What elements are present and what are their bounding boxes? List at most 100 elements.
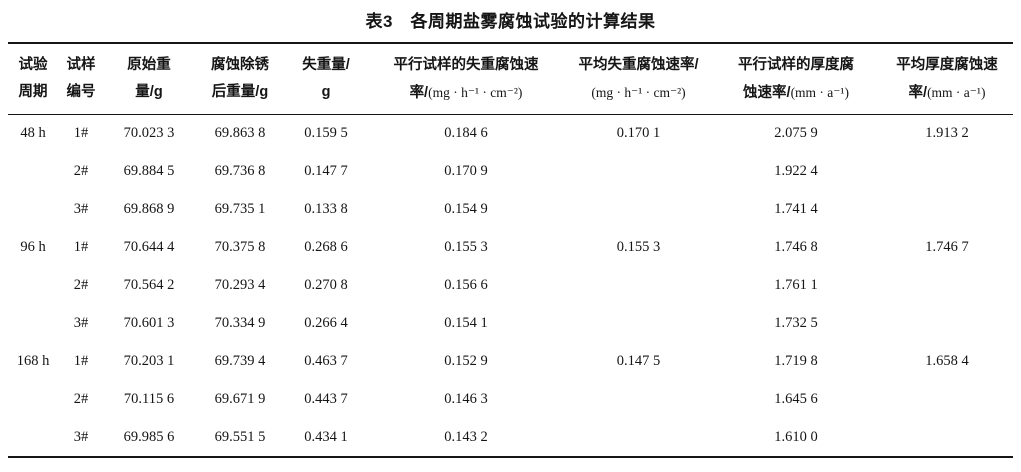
column-header-average-thickness-corrosion-rate: 平均厚度腐蚀速 率/(mm · a⁻¹) [881, 43, 1013, 115]
cell-test-period [8, 419, 58, 457]
cell-weight-loss: 0.133 8 [304, 201, 348, 217]
cell-parallel-thickness-corrosion-rate: 1.922 4 [774, 163, 818, 179]
cell-parallel-weight-loss-corrosion-rate: 0.184 6 [444, 125, 488, 142]
cell-average-thickness-corrosion-rate [881, 191, 1013, 229]
cell-sample-number: 3# [73, 201, 89, 217]
table-row: 48 h 1# 70.023 3 69.863 8 0.159 5 0.184 … [8, 115, 1013, 153]
cell-parallel-thickness-corrosion-rate: 1.719 8 [774, 353, 818, 369]
header-line: 平行试样的失重腐蚀速 [393, 56, 539, 73]
cell-parallel-weight-loss-corrosion-rate: 0.156 6 [444, 277, 488, 293]
cell-parallel-weight-loss-corrosion-rate: 0.152 9 [444, 353, 488, 369]
cell-test-period [8, 305, 58, 343]
header-line: 腐蚀除锈 [211, 57, 269, 73]
cell-test-period [8, 381, 58, 419]
cell-original-weight: 70.564 2 [123, 277, 175, 293]
header-unit: (mg · h⁻¹ · cm⁻²) [591, 85, 686, 100]
cell-original-weight: 69.985 6 [123, 428, 175, 445]
cell-sample-number: 1# [73, 353, 89, 369]
cell-test-period [8, 267, 58, 305]
cell-original-weight: 69.868 9 [123, 201, 175, 217]
cell-weight-loss: 0.443 7 [304, 391, 348, 407]
header-line: (mg · h⁻¹ · cm⁻²) [566, 79, 711, 106]
cell-average-thickness-corrosion-rate [881, 267, 1013, 305]
cell-weight-after-rust-removal: 70.334 9 [214, 315, 266, 331]
cell-parallel-thickness-corrosion-rate: 1.732 5 [774, 315, 818, 331]
header-line: 编号 [66, 84, 96, 100]
cell-test-period: 48 h [20, 125, 46, 142]
cell-sample-number: 2# [73, 391, 89, 407]
cell-weight-loss: 0.434 1 [304, 428, 348, 445]
header-line: 率/(mm · a⁻¹) [881, 79, 1013, 107]
header-unit: (mg · h⁻¹ · cm⁻²) [428, 84, 523, 100]
header-row: 试验 周期 试样 编号 原始重 量/g 腐蚀除锈 后重量/g 失重量/ g [8, 43, 1013, 115]
results-table: 试验 周期 试样 编号 原始重 量/g 腐蚀除锈 后重量/g 失重量/ g [8, 42, 1013, 458]
column-header-parallel-thickness-corrosion-rate: 平行试样的厚度腐 蚀速率/(mm · a⁻¹) [711, 43, 881, 115]
table-body: 48 h 1# 70.023 3 69.863 8 0.159 5 0.184 … [8, 115, 1013, 457]
cell-parallel-weight-loss-corrosion-rate: 0.154 9 [444, 201, 488, 217]
cell-sample-number: 2# [73, 163, 89, 179]
cell-parallel-weight-loss-corrosion-rate: 0.154 1 [444, 315, 488, 331]
cell-average-weight-loss-corrosion-rate [566, 419, 711, 457]
cell-sample-number: 1# [73, 125, 89, 142]
header-line: 失重量/ [302, 57, 350, 73]
column-header-weight-loss: 失重量/ g [286, 43, 366, 115]
header-unit: (mm · a⁻¹) [790, 84, 849, 100]
cell-test-period: 168 h [16, 353, 50, 369]
header-line: 量/g [135, 84, 163, 100]
table-row: 96 h 1# 70.644 4 70.375 8 0.268 6 0.155 … [8, 229, 1013, 267]
cell-average-thickness-corrosion-rate: 1.913 2 [925, 125, 969, 142]
header-line: 平行试样的厚度腐 [738, 56, 854, 73]
cell-weight-after-rust-removal: 69.739 4 [214, 353, 266, 369]
cell-parallel-weight-loss-corrosion-rate: 0.143 2 [444, 428, 488, 445]
cell-parallel-weight-loss-corrosion-rate: 0.155 3 [444, 239, 488, 255]
cell-weight-after-rust-removal: 70.293 4 [214, 277, 266, 293]
cell-test-period: 96 h [20, 239, 46, 255]
cell-average-weight-loss-corrosion-rate [566, 153, 711, 191]
cell-average-thickness-corrosion-rate: 1.746 7 [925, 239, 969, 255]
table-row: 168 h 1# 70.203 1 69.739 4 0.463 7 0.152… [8, 343, 1013, 381]
cell-average-thickness-corrosion-rate [881, 381, 1013, 419]
cell-original-weight: 70.644 4 [123, 239, 175, 255]
cell-average-weight-loss-corrosion-rate [566, 191, 711, 229]
cell-parallel-thickness-corrosion-rate: 2.075 9 [774, 125, 818, 142]
header-text: 率/ [409, 84, 429, 101]
cell-average-weight-loss-corrosion-rate [566, 305, 711, 343]
table-title: 表3 各周期盐雾腐蚀试验的计算结果 [365, 12, 656, 31]
cell-test-period [8, 153, 58, 191]
cell-parallel-thickness-corrosion-rate: 1.610 0 [774, 428, 818, 445]
table-row: 3# 70.601 3 70.334 9 0.266 4 0.154 1 1.7… [8, 305, 1013, 343]
table-header: 试验 周期 试样 编号 原始重 量/g 腐蚀除锈 后重量/g 失重量/ g [8, 43, 1013, 115]
cell-weight-after-rust-removal: 70.375 8 [214, 239, 266, 255]
header-text: 蚀速率/ [743, 84, 791, 101]
column-header-test-period: 试验 周期 [8, 43, 58, 115]
table-row: 2# 70.564 2 70.293 4 0.270 8 0.156 6 1.7… [8, 267, 1013, 305]
cell-weight-after-rust-removal: 69.863 8 [214, 125, 266, 142]
header-line: 平均失重腐蚀速率/ [578, 57, 699, 73]
header-unit: (mm · a⁻¹) [927, 84, 986, 100]
cell-average-weight-loss-corrosion-rate: 0.155 3 [616, 239, 661, 255]
page: 表3 各周期盐雾腐蚀试验的计算结果 试验 周期 试样 编号 原始重 量/g [8, 12, 1013, 458]
column-header-weight-after-rust-removal: 腐蚀除锈 后重量/g [194, 43, 286, 115]
column-header-parallel-weight-loss-corrosion-rate: 平行试样的失重腐蚀速 率/(mg · h⁻¹ · cm⁻²) [366, 43, 566, 115]
cell-parallel-weight-loss-corrosion-rate: 0.146 3 [444, 391, 488, 407]
cell-original-weight: 70.023 3 [123, 125, 175, 142]
table-row: 2# 70.115 6 69.671 9 0.443 7 0.146 3 1.6… [8, 381, 1013, 419]
header-line: 后重量/g [211, 84, 269, 100]
cell-average-weight-loss-corrosion-rate [566, 381, 711, 419]
cell-sample-number: 1# [73, 239, 89, 255]
cell-parallel-thickness-corrosion-rate: 1.746 8 [774, 239, 818, 255]
header-line: 周期 [18, 84, 48, 100]
cell-weight-loss: 0.463 7 [304, 353, 348, 369]
header-line: g [321, 84, 331, 100]
cell-average-thickness-corrosion-rate: 1.658 4 [925, 353, 969, 369]
cell-average-weight-loss-corrosion-rate [566, 267, 711, 305]
cell-parallel-weight-loss-corrosion-rate: 0.170 9 [444, 163, 488, 179]
cell-weight-after-rust-removal: 69.671 9 [214, 391, 266, 407]
header-line: 率/(mg · h⁻¹ · cm⁻²) [366, 79, 566, 107]
cell-weight-after-rust-removal: 69.735 1 [214, 201, 266, 217]
cell-average-thickness-corrosion-rate [881, 153, 1013, 191]
cell-weight-loss: 0.268 6 [304, 239, 348, 255]
cell-average-thickness-corrosion-rate [881, 305, 1013, 343]
cell-sample-number: 2# [73, 277, 89, 293]
table-row: 3# 69.985 6 69.551 5 0.434 1 0.143 2 1.6… [8, 419, 1013, 457]
